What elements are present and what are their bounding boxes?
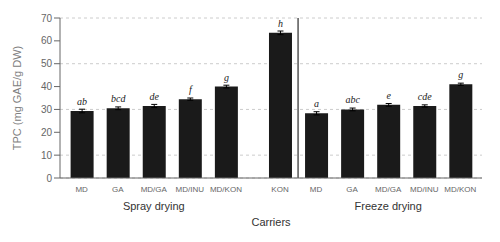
svg-text:50: 50 (41, 58, 53, 69)
svg-text:cde: cde (418, 91, 432, 102)
svg-text:MD/KON: MD/KON (210, 185, 242, 194)
html-text:Carriers: Carriers (251, 216, 291, 228)
svg-text:0: 0 (46, 173, 52, 184)
svg-text:MD/GA: MD/GA (141, 185, 168, 194)
svg-text:MD: MD (310, 185, 323, 194)
svg-text:TPC (mg GAE/g DW): TPC (mg GAE/g DW) (11, 46, 23, 151)
svg-text:de: de (150, 91, 160, 102)
svg-text:20: 20 (41, 127, 53, 138)
svg-text:30: 30 (41, 104, 53, 115)
svg-text:40: 40 (41, 81, 53, 92)
svg-text:GA: GA (346, 185, 358, 194)
svg-text:g: g (224, 72, 229, 83)
svg-text:MD: MD (75, 185, 88, 194)
svg-text:g: g (458, 69, 463, 80)
svg-text:MD/INU: MD/INU (410, 185, 439, 194)
svg-text:h: h (278, 18, 283, 29)
svg-text:f: f (189, 84, 193, 95)
svg-text:abc: abc (345, 94, 360, 105)
svg-text:MD/INU: MD/INU (176, 185, 205, 194)
svg-text:10: 10 (41, 150, 53, 161)
html-text:Freeze drying: Freeze drying (354, 200, 422, 212)
svg-text:MD/GA: MD/GA (375, 185, 402, 194)
svg-text:a: a (314, 98, 319, 109)
svg-text:e: e (386, 90, 391, 101)
svg-text:KON: KON (271, 185, 289, 194)
html-text:Spray drying: Spray drying (122, 200, 185, 212)
svg-text:bcd: bcd (111, 93, 126, 104)
svg-text:ab: ab (77, 96, 87, 107)
svg-text:GA: GA (112, 185, 124, 194)
svg-text:70: 70 (41, 13, 53, 24)
svg-text:60: 60 (41, 35, 53, 46)
svg-text:MD/KON: MD/KON (444, 185, 476, 194)
